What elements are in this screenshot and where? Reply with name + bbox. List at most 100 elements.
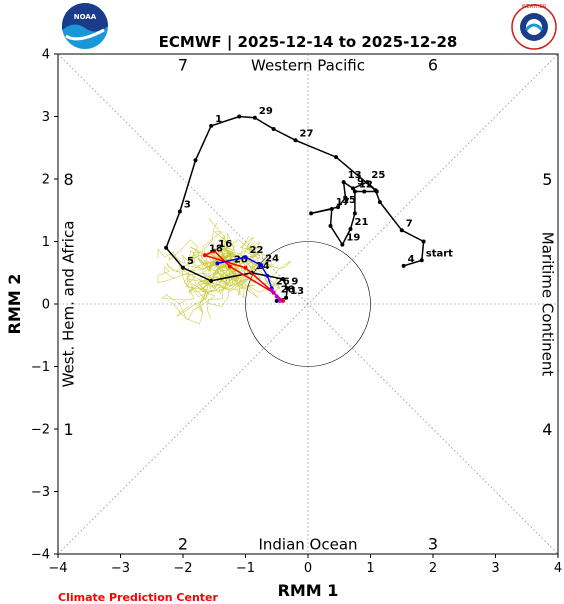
series-point (252, 115, 257, 120)
series-point (362, 189, 367, 194)
point-label: 13 (290, 286, 304, 297)
point-label: 26 (276, 276, 290, 287)
x-tick-label: −2 (173, 561, 192, 576)
series-point (259, 263, 264, 268)
y-tick-label: 4 (42, 48, 50, 63)
y-tick-label: −2 (31, 423, 50, 438)
series-point (293, 138, 298, 143)
series-point (277, 298, 282, 303)
svg-text:NOAA: NOAA (74, 13, 97, 21)
series-point (215, 261, 220, 266)
series-point (193, 158, 198, 163)
point-label: 17 (336, 197, 350, 208)
phase-label: 8 (64, 170, 74, 189)
point-label: 7 (406, 218, 413, 229)
x-axis-label: RMM 1 (278, 581, 339, 600)
series-point (227, 264, 232, 269)
series-point (329, 207, 334, 211)
series-point (374, 189, 379, 194)
series-point (181, 265, 185, 270)
series-point (421, 239, 426, 244)
series-point (285, 286, 290, 291)
series-point (177, 209, 182, 214)
point-label: 12 (359, 180, 373, 191)
phase-label: 2 (178, 534, 188, 553)
unit-circle (245, 241, 371, 367)
region-label-top: Western Pacific (251, 57, 365, 75)
series-point (377, 200, 382, 205)
series-point (209, 123, 214, 128)
series-3: 28 (269, 285, 295, 303)
series-point (243, 255, 248, 260)
ensemble-line (186, 272, 259, 307)
y-tick-label: 2 (42, 173, 50, 188)
y-tick-label: −4 (31, 548, 50, 563)
series-point (271, 127, 276, 131)
series-point (212, 248, 217, 253)
series-point (401, 263, 406, 268)
series-point (336, 205, 340, 210)
series-point (265, 273, 270, 278)
y-tick-label: 1 (42, 235, 50, 250)
series-point (343, 195, 348, 200)
chart-title: ECMWF | 2025-12-14 to 2025-12-28 (159, 33, 458, 52)
ensemble-line (202, 244, 234, 279)
footer-credit: Climate Prediction Center (58, 591, 218, 604)
ensemble-line (167, 277, 227, 325)
series-0: 4start7259131517192112272913514913 (164, 106, 453, 303)
point-label: 15 (342, 195, 356, 206)
point-label: 29 (259, 106, 273, 117)
point-label: 28 (281, 285, 295, 296)
series-point (281, 277, 285, 281)
nws-logo-icon: WEATHER (511, 4, 557, 50)
series-point (352, 189, 357, 194)
series-point (281, 298, 285, 303)
phase-label: 7 (178, 56, 188, 75)
series-point (341, 180, 346, 185)
point-label: 20 (234, 255, 248, 266)
phase-label: 4 (542, 420, 552, 439)
series-point (309, 211, 314, 216)
ensemble-line (157, 248, 216, 272)
point-label: 3 (184, 200, 191, 211)
series-point (202, 253, 207, 258)
point-label: 25 (371, 170, 385, 181)
point-label: 21 (355, 217, 369, 228)
x-tick-label: 0 (304, 561, 312, 576)
point-label: 19 (346, 233, 360, 244)
point-label: 9 (357, 176, 364, 187)
x-tick-label: 4 (554, 561, 562, 576)
ensemble-line (221, 236, 261, 263)
ensemble-line (176, 277, 224, 317)
x-tick-label: 1 (366, 561, 374, 576)
ensemble-members (157, 218, 292, 325)
ensemble-line (201, 218, 233, 272)
x-tick-label: −3 (111, 561, 130, 576)
phase-label: 1 (64, 420, 74, 439)
series-point (334, 155, 339, 160)
region-label-bottom: Indian Ocean (258, 535, 357, 553)
point-label: 13 (348, 170, 362, 181)
series-point (243, 265, 248, 270)
point-label: 5 (187, 256, 194, 267)
ensemble-line (171, 266, 227, 321)
series-point (419, 258, 424, 263)
point-label: 27 (300, 128, 314, 139)
x-tick-label: −4 (48, 561, 67, 576)
series-point (352, 211, 357, 216)
series-point (164, 245, 169, 250)
series-point (237, 114, 242, 119)
series-point (274, 298, 279, 303)
point-label: 4 (408, 254, 415, 265)
ensemble-line (182, 263, 222, 298)
y-tick-label: −3 (31, 485, 50, 500)
series-point (274, 294, 279, 299)
x-tick-label: 3 (491, 561, 499, 576)
series-point (284, 295, 289, 300)
series-point (351, 186, 355, 191)
y-tick-label: −1 (31, 360, 50, 375)
series-point (348, 227, 353, 231)
ensemble-line (212, 264, 281, 290)
region-label-right: Maritime Continent (538, 232, 556, 377)
